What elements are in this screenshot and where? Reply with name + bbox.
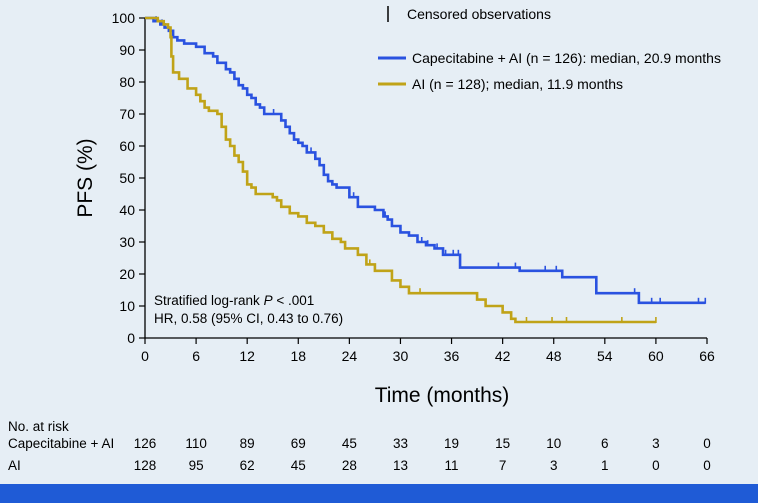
risk-value: 95 [189,458,204,473]
censor-legend-label: Censored observations [407,6,551,22]
x-tick-label: 0 [141,348,149,364]
risk-row-label-ai: AI [8,458,21,473]
risk-value: 128 [134,458,157,473]
logrank-annotation: Stratified log-rank P < .001 [154,293,314,308]
x-ticks: 0 6 12 18 24 30 36 42 48 54 60 66 [141,338,715,364]
y-axis-label: PFS (%) [74,138,97,217]
risk-row-label-capecitabine: Capecitabine + AI [8,436,114,451]
risk-value: 110 [185,436,207,451]
bottom-band [0,484,758,503]
legend-label-capecitabine: Capecitabine + AI (n = 126): median, 20.… [412,50,721,66]
x-tick-label: 6 [192,348,200,364]
y-tick-label: 30 [119,234,135,250]
y-tick-label: 60 [119,138,135,154]
risk-value: 7 [499,458,507,473]
y-tick-label: 0 [127,330,135,346]
legend-label-ai: AI (n = 128); median, 11.9 months [412,76,623,92]
risk-value: 1 [601,458,609,473]
y-tick-label: 100 [112,10,136,26]
risk-value: 126 [134,436,157,451]
x-tick-label: 54 [597,348,613,364]
survival-curves [145,16,707,324]
hr-annotation: HR, 0.58 (95% CI, 0.43 to 0.76) [154,311,343,326]
y-tick-label: 70 [119,106,135,122]
risk-value: 0 [703,436,711,451]
risk-value: 89 [240,436,255,451]
risk-value: 0 [652,458,660,473]
y-tick-label: 90 [119,42,135,58]
x-tick-label: 12 [239,348,255,364]
risk-value: 62 [240,458,255,473]
risk-value: 10 [546,436,561,451]
risk-value: 33 [393,436,408,451]
x-tick-label: 48 [546,348,562,364]
risk-value: 3 [550,458,558,473]
risk-value: 15 [495,436,510,451]
risk-value: 0 [703,458,711,473]
y-ticks: 0 10 20 30 40 50 60 70 80 90 100 [112,10,145,346]
risk-value: 6 [601,436,609,451]
risk-value: 28 [342,458,357,473]
y-tick-label: 20 [119,266,135,282]
x-axis-label: Time (months) [375,384,510,407]
risk-value: 11 [445,458,459,473]
x-tick-label: 60 [648,348,664,364]
x-tick-label: 30 [393,348,409,364]
x-tick-label: 42 [495,348,511,364]
risk-value: 19 [444,436,459,451]
x-tick-label: 24 [342,348,358,364]
y-tick-label: 40 [119,202,135,218]
y-tick-label: 10 [119,298,135,314]
risk-value: 3 [652,436,660,451]
risk-value: 13 [393,458,408,473]
risk-value: 45 [342,436,357,451]
survival-curve-ai [145,16,656,324]
legend: Censored observations Capecitabine + AI … [378,6,721,92]
survival-curve-capecitabine [145,16,706,305]
x-tick-label: 36 [444,348,460,364]
y-tick-label: 80 [119,74,135,90]
risk-value: 69 [291,436,306,451]
y-tick-label: 50 [119,170,135,186]
x-tick-label: 66 [699,348,715,364]
risk-value: 45 [291,458,306,473]
x-tick-label: 18 [290,348,306,364]
risk-table-title: No. at risk [8,419,69,434]
